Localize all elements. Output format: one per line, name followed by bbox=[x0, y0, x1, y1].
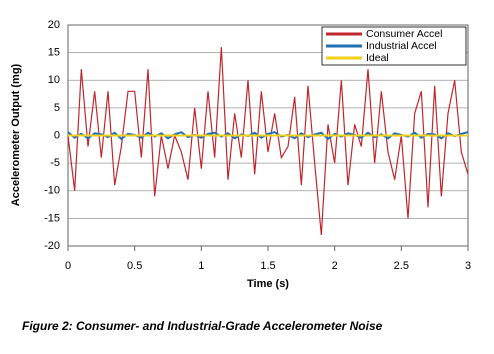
legend-label: Consumer Accel bbox=[366, 28, 442, 40]
x-tick-label: 2.5 bbox=[394, 260, 409, 272]
x-tick-label: 0 bbox=[65, 260, 71, 272]
caption: Figure 2: Consumer- and Industrial-Grade… bbox=[22, 319, 383, 333]
y-tick-label: -10 bbox=[44, 185, 60, 197]
x-tick-label: 0.5 bbox=[127, 260, 142, 272]
y-tick-label: -20 bbox=[44, 240, 60, 252]
legend-label: Industrial Accel bbox=[366, 40, 437, 52]
x-axis-title: Time (s) bbox=[247, 278, 289, 290]
series-line bbox=[67, 47, 469, 236]
y-tick-label: -5 bbox=[50, 157, 60, 169]
x-tick-label: 1 bbox=[198, 260, 204, 272]
y-tick-label: 10 bbox=[48, 74, 60, 86]
y-tick-label: 0 bbox=[54, 129, 60, 141]
x-tick-label: 3 bbox=[465, 260, 471, 272]
y-tick-label: 20 bbox=[48, 19, 60, 31]
y-tick-label: 15 bbox=[48, 47, 60, 59]
y-tick-label: -15 bbox=[44, 212, 60, 224]
x-tick-label: 1.5 bbox=[260, 260, 275, 272]
x-tick-label: 2 bbox=[332, 260, 338, 272]
y-tick-label: 5 bbox=[54, 102, 60, 114]
y-axis-title: Accelerometer Output (mg) bbox=[10, 63, 22, 206]
legend-label: Ideal bbox=[366, 52, 389, 64]
